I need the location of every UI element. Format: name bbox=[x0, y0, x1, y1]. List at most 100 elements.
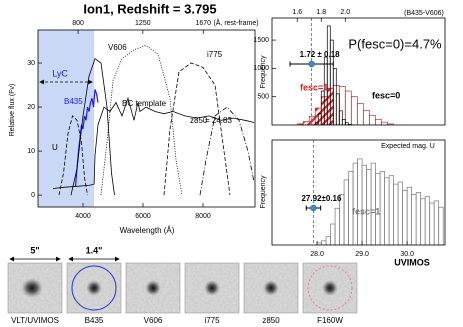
series-label: z850 bbox=[190, 116, 208, 125]
stamp-frame bbox=[243, 262, 299, 314]
x-tick-label: 1.6 bbox=[292, 9, 302, 16]
hatched-bar bbox=[309, 116, 316, 125]
hist-bar bbox=[338, 110, 343, 125]
hist-bar bbox=[325, 236, 331, 245]
stamp-label: VLT/UVIMOS bbox=[11, 316, 59, 325]
hist-bar bbox=[402, 190, 408, 245]
probability-label: P(fesc=0)=4.7% bbox=[348, 36, 442, 51]
hist-bar bbox=[411, 194, 417, 245]
series-label: U bbox=[52, 143, 58, 152]
panel-title: Expected mag. U bbox=[381, 143, 435, 150]
hist-bar bbox=[357, 158, 363, 245]
series-label: BC template bbox=[122, 99, 167, 108]
hatched-bar bbox=[303, 121, 310, 125]
y-tick-label: 20 bbox=[27, 104, 35, 111]
hist-bar bbox=[370, 162, 376, 245]
hist-bar bbox=[356, 103, 364, 125]
hist-bar bbox=[352, 162, 358, 245]
annotation: = 24.83 bbox=[205, 116, 232, 125]
stamp-source bbox=[86, 280, 102, 296]
y-tick-label: 1000 bbox=[253, 65, 269, 72]
hist-bar bbox=[341, 118, 346, 125]
top-axis-label: (Å, rest-frame) bbox=[213, 18, 258, 27]
stamp-frame bbox=[125, 262, 181, 314]
series-line bbox=[100, 44, 183, 196]
hist-bar bbox=[332, 68, 337, 125]
hist-bar bbox=[438, 206, 444, 245]
scale-label: 5" bbox=[30, 245, 39, 255]
top-tick-label: 1670 bbox=[195, 20, 211, 27]
x-tick-label: 29.0 bbox=[355, 251, 369, 258]
hatched-bar bbox=[297, 123, 304, 125]
y-tick-label: 0 bbox=[31, 192, 35, 199]
stamp-source bbox=[145, 280, 161, 296]
hist-bar bbox=[433, 200, 440, 245]
stamp-label: V606 bbox=[144, 316, 163, 325]
hist-bar bbox=[424, 196, 431, 245]
hist-bar bbox=[384, 177, 390, 245]
hist-bar bbox=[429, 202, 435, 245]
hist-bar bbox=[374, 118, 382, 125]
hist-bar bbox=[388, 175, 394, 245]
hist-bar bbox=[379, 171, 385, 245]
series-line bbox=[163, 62, 231, 196]
marker-label: 1.72 ± 0.18 bbox=[300, 50, 341, 59]
series-label: V606 bbox=[108, 43, 127, 52]
hist-bar bbox=[362, 109, 370, 125]
stamp-source bbox=[322, 280, 338, 296]
hist-bar bbox=[397, 181, 404, 245]
top-tick-label: 800 bbox=[72, 20, 84, 27]
hist-bar bbox=[344, 90, 352, 125]
hist-bar bbox=[335, 93, 340, 125]
lyc-label: LyC bbox=[52, 68, 68, 78]
plot-frame bbox=[37, 29, 256, 208]
y-tick-label: 10 bbox=[27, 148, 35, 155]
hist-bar bbox=[368, 115, 376, 125]
hist-bar bbox=[344, 122, 349, 125]
plot-area bbox=[38, 30, 255, 207]
x-axis-label: (B435-V606) bbox=[404, 10, 444, 17]
x-tick-label: 1.8 bbox=[316, 9, 326, 16]
stamp-frame bbox=[7, 262, 63, 314]
hist-bar bbox=[420, 198, 426, 245]
x-tick-label: 4000 bbox=[75, 213, 91, 220]
series-line bbox=[58, 115, 88, 196]
x-tick-label: 8000 bbox=[195, 213, 211, 220]
hist-bar bbox=[380, 121, 388, 125]
x-tick-label: 28.0 bbox=[310, 251, 324, 258]
y-axis-label: Frequency bbox=[260, 175, 267, 209]
stamp-frame bbox=[66, 262, 122, 314]
x-axis-label: UVIMOS bbox=[394, 257, 430, 267]
series-label: i775 bbox=[207, 50, 223, 59]
marker-label: 27.92±0.16 bbox=[301, 194, 342, 203]
hist-bar bbox=[330, 223, 336, 245]
stamp-source bbox=[21, 278, 43, 298]
hist-bar bbox=[350, 96, 358, 125]
hist-bar bbox=[415, 192, 422, 245]
hist-bar bbox=[334, 207, 340, 245]
stamp-frame bbox=[302, 262, 358, 314]
y-tick-label: 500 bbox=[257, 94, 269, 101]
x-tick-label: 30.0 bbox=[400, 251, 414, 258]
hist-bar bbox=[343, 179, 349, 245]
hist-bar bbox=[393, 183, 399, 245]
series-label: fesc=1 bbox=[300, 82, 328, 92]
y-tick-label: 1500 bbox=[253, 37, 269, 44]
chart-title: Ion1, Redshift = 3.795 bbox=[83, 1, 216, 16]
series-label: fesc=1 bbox=[352, 206, 380, 216]
hist-bar bbox=[321, 240, 327, 245]
aperture bbox=[307, 265, 353, 311]
series-line bbox=[70, 57, 115, 196]
marker-point bbox=[310, 204, 317, 212]
series-label: B435 bbox=[64, 97, 83, 106]
stamp-label: z850 bbox=[262, 316, 280, 325]
plot-frame bbox=[271, 139, 446, 246]
scale-label: 1.4" bbox=[86, 245, 103, 255]
x-axis-label: Wavelength (Å) bbox=[120, 226, 175, 235]
plot-frame bbox=[271, 17, 446, 126]
x-tick-label: 6000 bbox=[135, 213, 151, 220]
y-axis-label: Frequency bbox=[260, 55, 267, 89]
y-tick-label: 30 bbox=[27, 60, 35, 67]
stamp-frame bbox=[184, 262, 240, 314]
